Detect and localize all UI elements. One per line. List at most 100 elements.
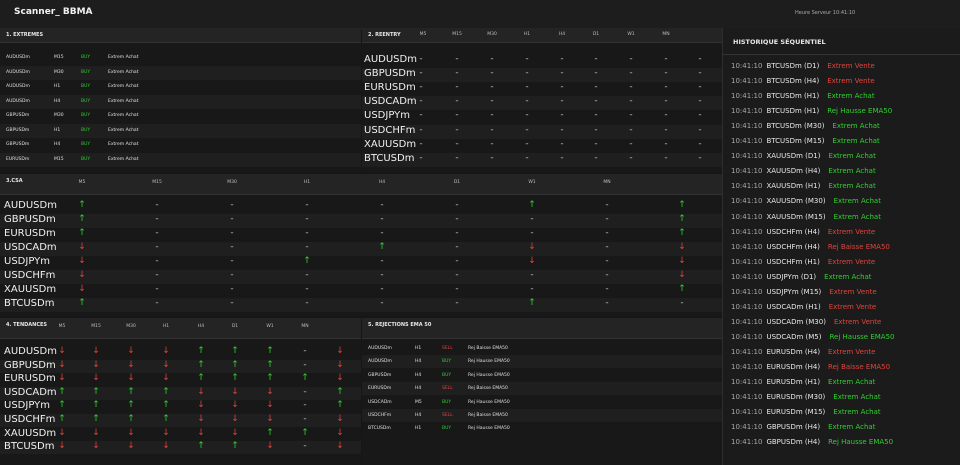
tendances-col-h4: H4: [197, 324, 205, 329]
rejections-row[interactable]: USDCADm M5 BUY Rej Hausse EMA50: [362, 396, 722, 409]
extremes-row[interactable]: AUDUSDm M30 BUY Extrem Achat: [0, 65, 361, 80]
history-entry[interactable]: 10:41:10 USDCADm (M5) Rej Hausse EMA50: [731, 330, 894, 345]
history-time: 10:41:10: [731, 408, 763, 417]
dash-value: -: [629, 124, 633, 135]
history-entry[interactable]: 10:41:10 GBPUSDm (H4) Rej Hausse EMA50: [731, 435, 893, 450]
dash-value: -: [530, 214, 534, 224]
history-entry[interactable]: 10:41:10 USDCHFm (H1) Extrem Vente: [731, 255, 875, 270]
tendances-symbol: AUDUSDm: [4, 346, 57, 357]
history-symbol: EURUSDm (H4): [766, 363, 821, 371]
history-entry[interactable]: 10:41:10 EURUSDm (H1) Extrem Achat: [731, 375, 875, 390]
extremes-row[interactable]: AUDUSDm H1 BUY Extrem Achat: [0, 80, 361, 94]
csa-row: AUDUSDm ↑ - - - - - ↑ - ↑: [0, 200, 722, 214]
dash-value: -: [303, 441, 307, 452]
history-entry[interactable]: 10:41:10 BTCUSDm (D1) Extrem Vente: [731, 59, 875, 74]
extremes-row[interactable]: AUDUSDm M15 BUY Extrem Achat: [0, 51, 361, 65]
history-entry[interactable]: 10:41:10 GBPUSDm (H4) Extrem Achat: [731, 420, 875, 435]
extremes-timeframe: M30: [54, 113, 64, 118]
rejections-event: Rej Baisse EMA50: [468, 346, 508, 351]
history-time: 10:41:10: [731, 92, 763, 101]
dash-value: -: [230, 298, 234, 308]
history-entry[interactable]: 10:41:10 XAUUSDm (D1) Extrem Achat: [731, 149, 876, 164]
down-arrow-icon: ↓: [231, 414, 239, 424]
dash-value: -: [455, 82, 459, 93]
extremes-row[interactable]: EURUSDm M15 BUY Extrem Achat: [0, 152, 361, 167]
reentry-row: EURUSDm - - - - - - - - -: [362, 82, 722, 96]
csa-row: USDJPYm ↓ - - ↑ - - ↓ - ↓: [0, 256, 722, 270]
dash-value: -: [594, 96, 598, 107]
history-time: 10:41:10: [731, 347, 763, 356]
history-symbol: EURUSDm (M15): [766, 408, 826, 417]
extremes-row[interactable]: GBPUSDm M30 BUY Extrem Achat: [0, 109, 361, 123]
history-entry[interactable]: 10:41:10 XAUUSDm (H1) Extrem Achat: [731, 179, 876, 194]
rejections-symbol: AUDUSDm: [368, 346, 392, 351]
rejections-title: 5. REJECTIONS EMA 50: [368, 322, 432, 328]
rejections-row[interactable]: GBPUSDm H4 BUY Rej Hausse EMA50: [362, 369, 722, 382]
rejections-timeframe: H4: [415, 359, 422, 365]
down-arrow-icon: ↓: [266, 441, 274, 452]
history-entry[interactable]: 10:41:10 USDCHFm (H4) Extrem Vente: [731, 225, 875, 240]
history-entry[interactable]: 10:41:10 BTCUSDm (M30) Extrem Achat: [731, 119, 880, 134]
server-time: Heure Serveur 10:41:10: [795, 10, 856, 16]
dash-value: -: [530, 284, 534, 294]
top-bar: Scanner_ BBMA Heure Serveur 10:41:10: [0, 0, 960, 29]
extremes-row[interactable]: GBPUSDm H1 BUY Extrem Achat: [0, 123, 361, 138]
rejections-row[interactable]: AUDUSDm H4 BUY Rej Hausse EMA50: [362, 355, 722, 369]
history-entry[interactable]: 10:41:10 EURUSDm (M15) Extrem Achat: [731, 405, 881, 420]
rejections-signal: SELL: [442, 386, 453, 392]
dash-value: -: [664, 96, 668, 107]
down-arrow-icon: ↓: [197, 427, 205, 438]
dash-value: -: [629, 96, 633, 107]
history-entry[interactable]: 10:41:10 XAUUSDm (H4) Extrem Achat: [731, 164, 876, 179]
history-entry[interactable]: 10:41:10 USDCADm (H1) Extrem Vente: [731, 300, 876, 315]
csa-col-h1: H1: [303, 180, 311, 185]
history-symbol: XAUUSDm (M15): [766, 212, 826, 221]
history-entry[interactable]: 10:41:10 EURUSDm (M30) Extrem Achat: [731, 390, 881, 405]
dash-value: -: [560, 96, 564, 107]
up-arrow-icon: ↑: [162, 414, 170, 424]
up-arrow-icon: ↑: [528, 200, 536, 210]
rejections-row[interactable]: USDCHFm H4 SELL Rej Baisse EMA50: [362, 409, 722, 422]
history-entry[interactable]: 10:41:10 BTCUSDm (H1) Rej Hausse EMA50: [731, 104, 892, 119]
rejections-row[interactable]: AUDUSDm H1 SELL Rej Baisse EMA50: [362, 342, 722, 355]
history-symbol: USDCADm (M5): [766, 332, 822, 341]
rejections-row[interactable]: EURUSDm H4 SELL Rej Baisse EMA50: [362, 382, 722, 396]
history-entry[interactable]: 10:41:10 USDCHFm (H4) Rej Baisse EMA50: [731, 240, 890, 255]
history-event: Rej Baisse EMA50: [828, 363, 891, 371]
history-entry[interactable]: 10:41:10 XAUUSDm (M15) Extrem Achat: [731, 210, 881, 225]
history-time: 10:41:10: [731, 107, 763, 116]
extremes-row[interactable]: AUDUSDm H4 BUY Extrem Achat: [0, 94, 361, 109]
reentry-symbol: AUDUSDm: [364, 54, 417, 65]
history-event: Extrem Achat: [833, 393, 881, 402]
rejections-timeframe: H4: [415, 372, 422, 378]
down-arrow-icon: ↓: [336, 346, 344, 356]
history-entry[interactable]: 10:41:10 BTCUSDm (H1) Extrem Achat: [731, 89, 875, 104]
extremes-row[interactable]: GBPUSDm H4 BUY Extrem Achat: [0, 138, 361, 152]
tendances-symbol: USDCHFm: [4, 414, 56, 425]
dash-value: -: [155, 256, 159, 266]
down-arrow-icon: ↓: [266, 400, 274, 411]
tendances-symbol: USDJPYm: [4, 400, 50, 412]
history-entry[interactable]: 10:41:10 EURUSDm (H4) Extrem Vente: [731, 345, 875, 360]
dash-value: -: [419, 152, 423, 163]
csa-symbol: GBPUSDm: [4, 214, 56, 225]
history-entry[interactable]: 10:41:10 EURUSDm (H4) Rej Baisse EMA50: [731, 360, 890, 375]
down-arrow-icon: ↓: [336, 427, 344, 438]
history-entry[interactable]: 10:41:10 USDJPYm (D1) Extrem Achat: [731, 270, 872, 285]
up-arrow-icon: ↑: [92, 414, 100, 424]
rejections-symbol: AUDUSDm: [368, 359, 392, 365]
rejections-row[interactable]: BTCUSDm H1 BUY Rej Hausse EMA50: [362, 422, 722, 435]
history-entry[interactable]: 10:41:10 USDJPYm (M15) Extrem Vente: [731, 285, 877, 300]
dash-value: -: [455, 54, 459, 64]
history-entry[interactable]: 10:41:10 USDCADm (M30) Extrem Vente: [731, 315, 881, 330]
history-entry[interactable]: 10:41:10 BTCUSDm (H4) Extrem Vente: [731, 74, 875, 89]
csa-row: GBPUSDm ↑ - - - - - - - ↑: [0, 214, 722, 228]
up-arrow-icon: ↑: [378, 242, 386, 252]
down-arrow-icon: ↓: [92, 359, 100, 370]
extremes-signal: BUY: [81, 84, 91, 89]
up-arrow-icon: ↑: [678, 200, 686, 210]
history-entry[interactable]: 10:41:10 BTCUSDm (M15) Extrem Achat: [731, 134, 880, 149]
history-entry[interactable]: 10:41:10 XAUUSDm (M30) Extrem Achat: [731, 194, 881, 209]
rejections-timeframe: M5: [415, 399, 422, 405]
up-arrow-icon: ↑: [197, 441, 205, 452]
